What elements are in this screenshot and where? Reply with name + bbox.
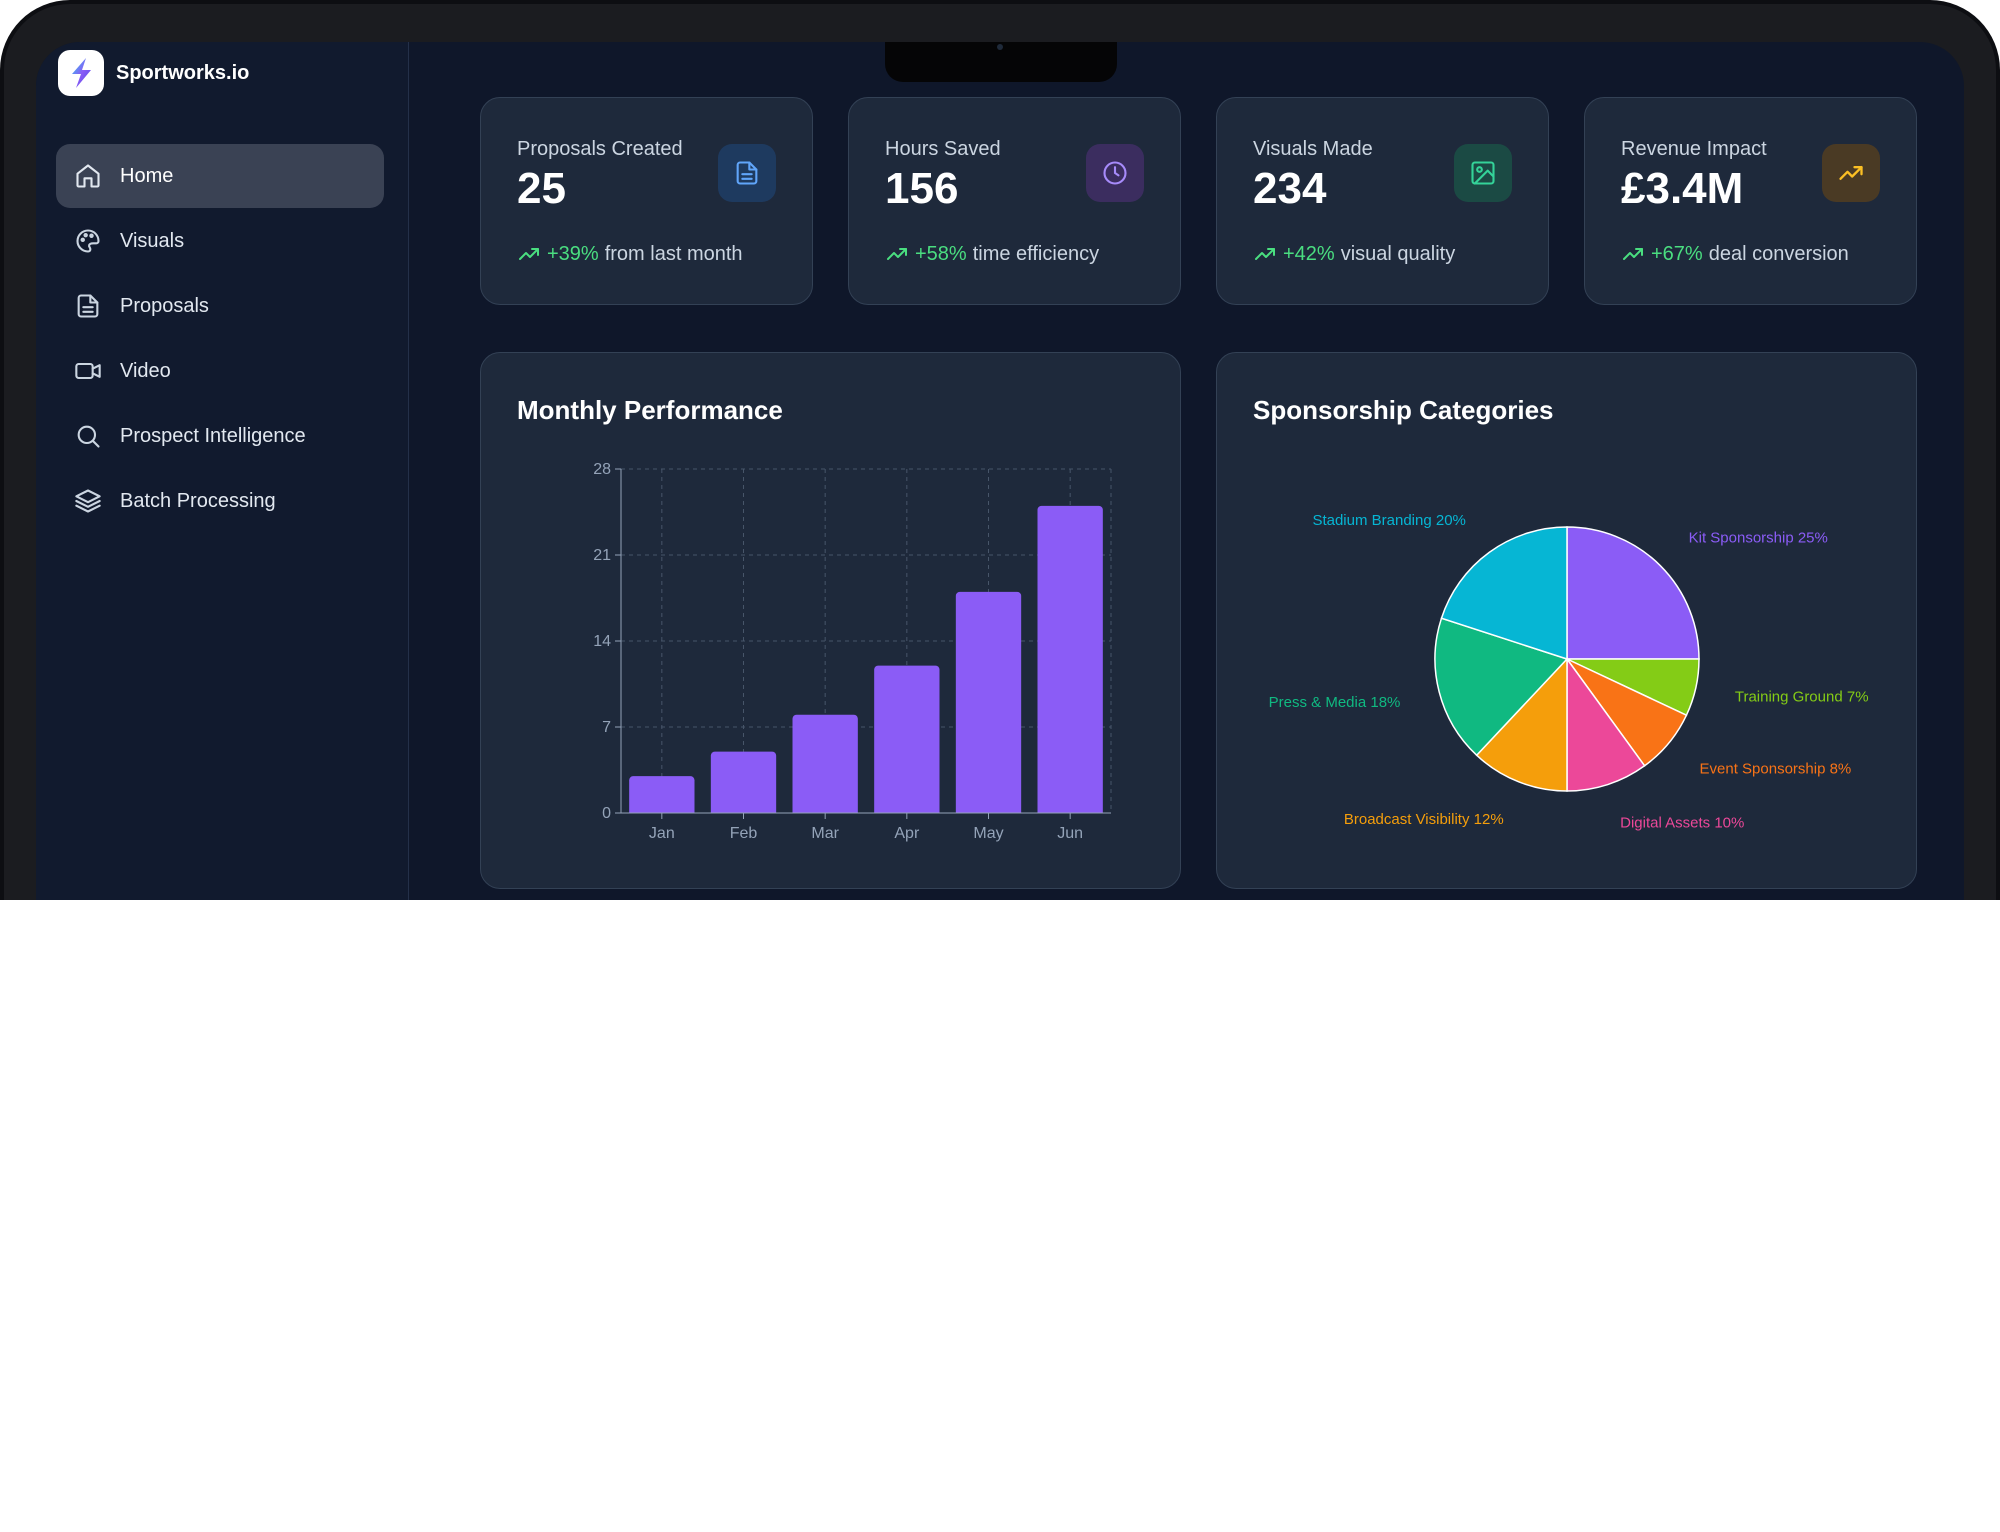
stat-value: 156 [885, 164, 959, 213]
panel-title: Sponsorship Categories [1253, 395, 1554, 425]
stat-footer: +58% time efficiency [885, 242, 1099, 266]
document-icon [718, 144, 776, 202]
trending-up-icon [1255, 248, 1275, 260]
y-tick-label: 0 [602, 805, 611, 822]
sidebar-item-proposals[interactable]: Proposals [56, 274, 384, 338]
pie-slice-stadium-branding[interactable] [1440, 526, 1568, 661]
stat-value: £3.4M [1621, 164, 1744, 213]
sidebar-item-batch-processing[interactable]: Batch Processing [56, 469, 384, 533]
monthly-performance-panel: Monthly Performance 0 7 14 21 28 Jan Feb Mar Apr… [480, 352, 1181, 889]
laptop-frame: Sportworks.io Home Visuals [0, 0, 2000, 900]
stat-card-visuals-made[interactable]: Visuals Made 234 +42% visual quality [1216, 97, 1549, 305]
stat-label: Hours Saved [885, 138, 1001, 160]
stat-footer: +39% from last month [517, 242, 743, 266]
y-tick-label: 28 [593, 461, 611, 478]
sidebar: Sportworks.io Home Visuals [36, 42, 409, 900]
pie-slice-kit-sponsorship[interactable] [1566, 526, 1700, 660]
bar-mar[interactable] [792, 714, 858, 813]
clock-icon [1086, 144, 1144, 202]
search-icon [74, 422, 102, 450]
pie-label: Press & Media 18% [1269, 694, 1401, 711]
trending-up-icon [519, 248, 539, 260]
pie-label: Event Sponsorship 8% [1700, 761, 1852, 778]
stat-change: +58% [915, 242, 967, 265]
x-tick-label: Feb [730, 825, 758, 842]
stat-value: 234 [1253, 164, 1327, 213]
sidebar-item-label: Proposals [120, 294, 209, 317]
stat-description: deal conversion [1708, 242, 1849, 265]
pie-slice-broadcast-visibility[interactable] [1475, 657, 1568, 792]
stat-label: Revenue Impact [1621, 138, 1767, 160]
bar-apr[interactable] [874, 665, 940, 813]
x-tick-label: Jan [649, 825, 675, 842]
brand-logo-icon [58, 50, 104, 96]
camera-notch [885, 42, 1117, 82]
stat-card-hours-saved[interactable]: Hours Saved 156 +58% time efficiency [848, 97, 1181, 305]
sidebar-nav: Home Visuals Proposals [56, 144, 384, 534]
stat-change: +39% [547, 242, 599, 265]
stat-card-revenue-impact[interactable]: Revenue Impact £3.4M +67% deal conversio… [1584, 97, 1917, 305]
sidebar-item-label: Batch Processing [120, 489, 276, 512]
sidebar-item-label: Visuals [120, 229, 185, 252]
stat-footer: +67% deal conversion [1621, 242, 1849, 266]
camera-icon [997, 44, 1003, 50]
pie-label: Stadium Branding 20% [1312, 512, 1465, 529]
y-tick-label: 21 [593, 547, 611, 564]
panel-title: Monthly Performance [517, 395, 783, 425]
pie-label: Digital Assets 10% [1620, 815, 1744, 832]
trending-up-icon [1822, 144, 1880, 202]
sidebar-item-label: Video [120, 359, 171, 382]
stat-change: +42% [1283, 242, 1335, 265]
y-tick-label: 14 [593, 633, 611, 650]
y-tick-label: 7 [602, 719, 611, 736]
layers-icon [74, 487, 102, 515]
pie-label: Kit Sponsorship 25% [1689, 529, 1828, 546]
stat-description: time efficiency [972, 242, 1100, 265]
stat-label: Proposals Created [517, 138, 683, 160]
video-camera-icon [74, 357, 102, 385]
sponsorship-categories-panel: Sponsorship Categories Kit Sponsorship 2… [1216, 352, 1917, 889]
trending-up-icon [887, 248, 907, 260]
pie-slice-press-media[interactable] [1434, 617, 1569, 757]
stat-card-proposals[interactable]: Proposals Created 25 +39% from last mont… [480, 97, 813, 305]
bar-chart: 0 7 14 21 28 Jan Feb Mar Apr May Jun [593, 461, 1112, 842]
pie-slice-digital-assets[interactable] [1566, 656, 1646, 792]
sidebar-item-visuals[interactable]: Visuals [56, 209, 384, 273]
stat-footer: +42% visual quality [1253, 242, 1455, 266]
image-icon [1454, 144, 1512, 202]
app-screen: Sportworks.io Home Visuals [36, 42, 1964, 900]
bar-jan[interactable] [629, 776, 695, 813]
home-icon [74, 162, 102, 190]
stat-label: Visuals Made [1253, 138, 1373, 160]
x-tick-label: Mar [811, 825, 839, 842]
sidebar-item-prospect-intelligence[interactable]: Prospect Intelligence [56, 404, 384, 468]
x-tick-label: Apr [894, 825, 920, 842]
stat-value: 25 [517, 164, 566, 213]
x-tick-label: May [973, 825, 1003, 842]
trending-up-icon [1623, 248, 1643, 260]
x-tick-label: Jun [1057, 825, 1083, 842]
bar-may[interactable] [955, 591, 1022, 813]
brand[interactable]: Sportworks.io [58, 50, 249, 96]
palette-icon [74, 227, 102, 255]
sidebar-item-video[interactable]: Video [56, 339, 384, 403]
stat-description: visual quality [1340, 242, 1456, 265]
pie-label: Broadcast Visibility 12% [1344, 811, 1504, 828]
bar-jun[interactable] [1037, 505, 1103, 813]
pie-label: Training Ground 7% [1735, 689, 1869, 706]
stat-change: +67% [1651, 242, 1703, 265]
pie-chart: Kit Sponsorship 25% Training Ground 7% Eve… [1269, 512, 1869, 832]
bar-feb[interactable] [710, 751, 777, 813]
stat-description: from last month [604, 242, 743, 265]
sidebar-item-label: Prospect Intelligence [120, 424, 306, 447]
document-icon [74, 292, 102, 320]
sidebar-item-home[interactable]: Home [56, 144, 384, 208]
brand-name: Sportworks.io [116, 61, 250, 84]
sidebar-item-label: Home [120, 164, 174, 187]
